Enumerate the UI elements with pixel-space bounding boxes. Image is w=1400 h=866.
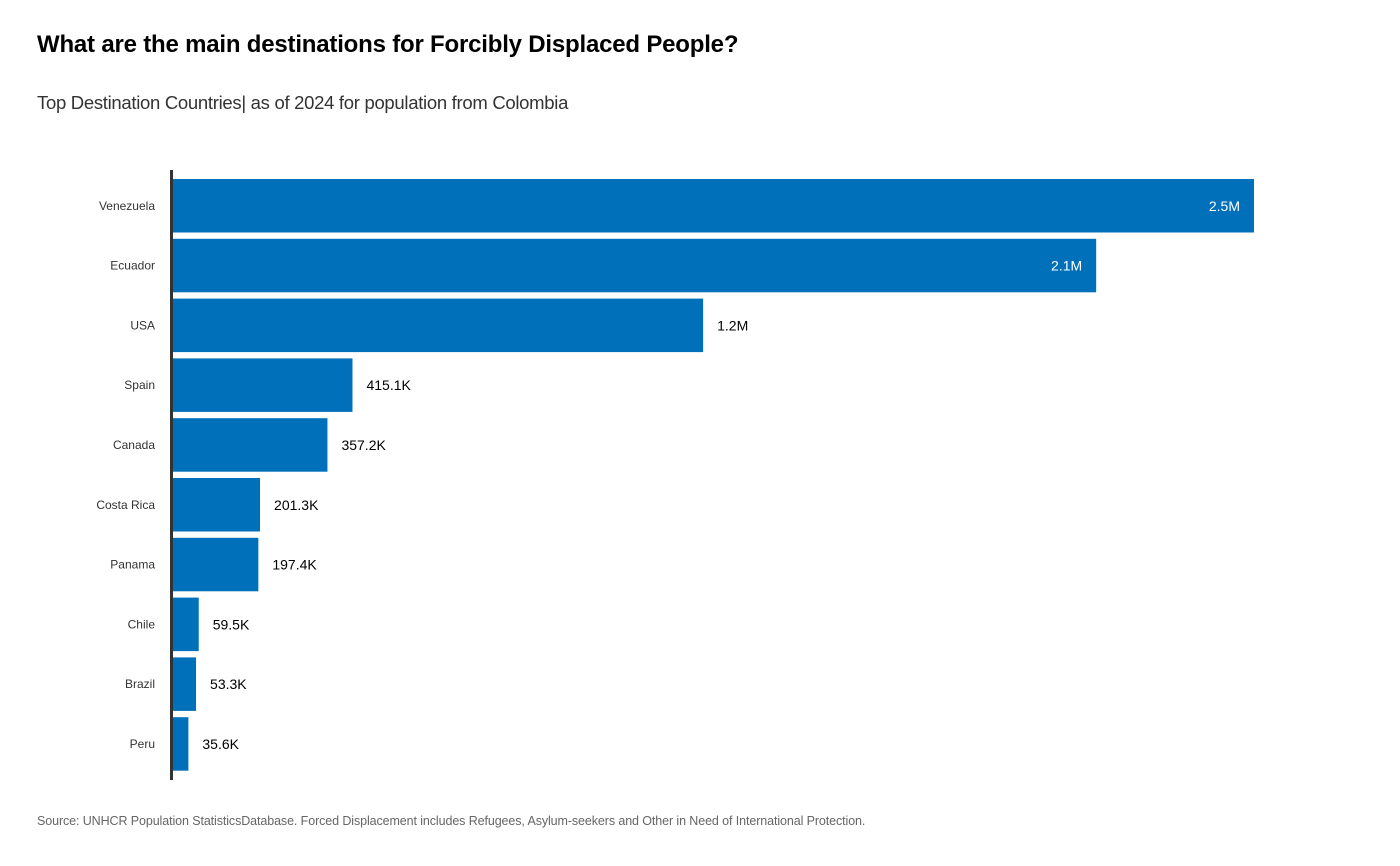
value-label-ecuador: 2.1M: [1051, 258, 1082, 274]
category-label-panama: Panama: [110, 558, 155, 572]
bar-canada: [173, 418, 328, 472]
category-label-spain: Spain: [124, 378, 155, 392]
category-label-brazil: Brazil: [125, 677, 155, 691]
value-label-chile: 59.5K: [213, 616, 250, 632]
value-label-venezuela: 2.5M: [1209, 198, 1240, 214]
bar-chile: [173, 597, 199, 652]
value-label-costa-rica: 201.3K: [274, 497, 319, 513]
value-label-panama: 197.4K: [272, 557, 317, 573]
bar-costa-rica: [173, 478, 261, 532]
value-label-brazil: 53.3K: [210, 676, 247, 692]
value-label-spain: 415.1K: [366, 377, 411, 393]
bar-panama: [173, 537, 259, 592]
bar-peru: [173, 717, 189, 771]
category-label-canada: Canada: [113, 438, 155, 452]
category-label-chile: Chile: [128, 617, 156, 631]
category-label-usa: USA: [130, 318, 155, 332]
value-label-canada: 357.2K: [341, 437, 386, 453]
bar-venezuela: [173, 179, 1254, 233]
bar-brazil: [173, 657, 197, 711]
source-note: Source: UNHCR Population StatisticsDatab…: [37, 814, 866, 828]
chart-subtitle: Top Destination Countries| as of 2024 fo…: [37, 92, 569, 113]
category-label-costa-rica: Costa Rica: [96, 498, 155, 512]
bar-ecuador: [173, 238, 1097, 293]
value-labels-group: 2.5M 2.1M 1.2M 415.1K 357.2K 201.3K 197.4K 59.5…: [202, 198, 1240, 752]
category-label-peru: Peru: [130, 737, 155, 751]
category-labels-group: Venezuela Ecuador USA Spain Canada Costa Rica…: [96, 199, 155, 751]
category-label-ecuador: Ecuador: [110, 259, 155, 273]
bar-spain: [173, 358, 353, 412]
chart-title: What are the main destinations for Forci…: [37, 31, 739, 58]
value-label-peru: 35.6K: [202, 736, 239, 752]
bar-usa: [173, 298, 704, 353]
bars-group: [173, 179, 1254, 771]
value-label-usa: 1.2M: [717, 317, 748, 333]
category-label-venezuela: Venezuela: [99, 199, 155, 213]
